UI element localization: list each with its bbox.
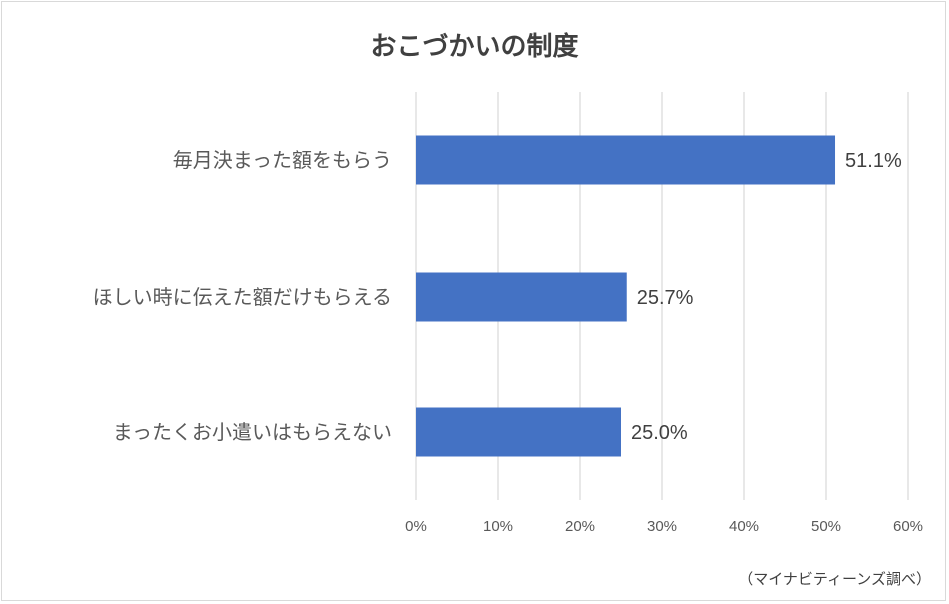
category-label: 毎月決まった額をもらう: [173, 148, 392, 172]
bar: [416, 407, 621, 457]
bar: [416, 272, 627, 322]
x-tick-label: 60%: [893, 518, 923, 535]
data-label: 25.0%: [631, 422, 688, 444]
source-note: （マイナビティーンズ調べ）: [738, 570, 931, 588]
chart-title: おこづかいの制度: [370, 32, 579, 62]
x-tick-label: 0%: [405, 518, 427, 535]
category-label: まったくお小遣いはもらえない: [113, 420, 392, 444]
x-tick-label: 40%: [729, 518, 759, 535]
category-label: ほしい時に伝えた額だけもらえる: [93, 285, 392, 309]
x-tick-label: 30%: [647, 518, 677, 535]
bar: [416, 135, 836, 185]
x-tick-label: 10%: [483, 518, 513, 535]
x-tick-label: 20%: [565, 518, 595, 535]
x-tick-label: 50%: [811, 518, 841, 535]
data-label: 25.7%: [637, 287, 694, 309]
data-label: 51.1%: [845, 150, 902, 172]
